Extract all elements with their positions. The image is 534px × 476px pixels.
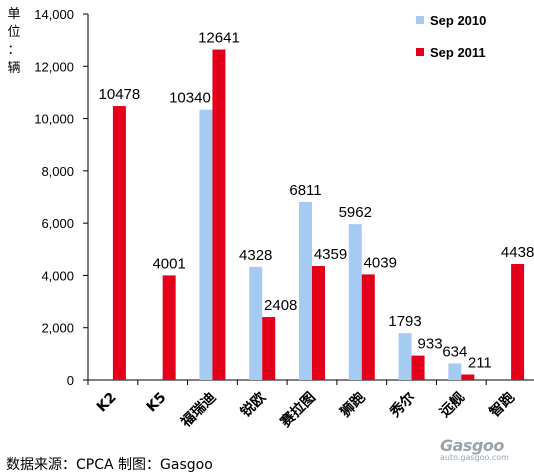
data-label-sep-2011: 933 (418, 336, 443, 353)
bar-sep-2010 (348, 224, 362, 380)
x-tick-label: 锐欧 (237, 389, 269, 421)
data-label-sep-2011: 4039 (364, 254, 397, 271)
unit-label-char: 单 (7, 7, 21, 22)
data-label-sep-2010: 6811 (289, 182, 321, 199)
data-label-sep-2011: 10478 (99, 86, 141, 103)
y-tick-label: 14,000 (34, 7, 74, 22)
chart-legend: Sep 2010 Sep 2011 (416, 13, 486, 60)
bar-sep-2011 (511, 263, 525, 380)
y-tick-label: 12,000 (34, 59, 74, 74)
x-tick-label: 赛拉图 (276, 389, 318, 431)
y-tick-label: 2,000 (41, 321, 74, 336)
unit-label: 单位 ： 辆 (6, 6, 22, 78)
legend-swatch (416, 48, 424, 56)
unit-label-char: 辆 (7, 61, 21, 76)
data-label-sep-2011: 4359 (314, 246, 347, 263)
data-label-sep-2010: 1793 (388, 313, 421, 330)
bar-sep-2010 (199, 109, 213, 380)
data-label-sep-2010: 4328 (239, 247, 272, 264)
data-label-sep-2010: 5962 (339, 204, 372, 221)
x-tick-label: 福瑞迪 (177, 389, 219, 431)
y-tick-label: 0 (67, 373, 74, 388)
data-label-sep-2011: 211 (468, 354, 492, 371)
chart-bars: 10478 4001 10340 12641 4328 2408 6811 4359 5962 4… (99, 30, 534, 381)
bar-sep-2010 (448, 363, 462, 380)
bar-sep-2010 (398, 333, 412, 380)
legend-label: Sep 2010 (430, 13, 486, 28)
watermark-url: auto.gasgoo.com (440, 453, 509, 462)
bar-sep-2011 (262, 317, 276, 380)
bar-sep-2011 (312, 266, 325, 380)
bar-sep-2011 (411, 355, 425, 380)
legend-label: Sep 2011 (430, 45, 486, 60)
unit-label-char: 位 (7, 25, 21, 40)
x-tick-label: 狮跑 (336, 389, 369, 422)
bar-sep-2011 (461, 374, 475, 380)
unit-label-char: ： (7, 43, 21, 58)
data-label-sep-2011: 2408 (264, 297, 297, 314)
data-label-sep-2011: 4438 (501, 244, 534, 261)
y-tick-label: 10,000 (34, 112, 74, 127)
x-tick-label: 智跑 (485, 389, 518, 422)
data-label-sep-2011: 12641 (198, 30, 240, 47)
data-label-sep-2010: 634 (442, 343, 467, 360)
data-label-sep-2010: 10340 (169, 90, 211, 107)
bar-sep-2011 (361, 274, 375, 380)
x-tick-label: 秀尔 (386, 389, 419, 422)
legend-swatch (416, 16, 424, 24)
bar-sep-2011 (162, 275, 176, 380)
data-label-sep-2011: 4001 (152, 255, 185, 272)
y-tick-label: 6,000 (41, 216, 74, 231)
bar-sep-2011 (212, 49, 226, 381)
bar-sep-2010 (249, 266, 263, 380)
bar-sep-2010 (299, 201, 312, 380)
x-tick-label: K5 (144, 390, 170, 416)
y-tick-label: 4,000 (41, 268, 74, 283)
gasgoo-watermark: Gasgoo auto.gasgoo.com (440, 436, 530, 472)
x-tick-label: 远舰 (436, 389, 468, 421)
watermark-logo: Gasgoo (440, 436, 504, 455)
source-note: 数据来源：CPCA 制图：Gasgoo (6, 457, 213, 473)
x-tick-label: K2 (94, 390, 120, 416)
bar-sep-2011 (112, 106, 126, 381)
y-tick-label: 8,000 (41, 164, 74, 179)
